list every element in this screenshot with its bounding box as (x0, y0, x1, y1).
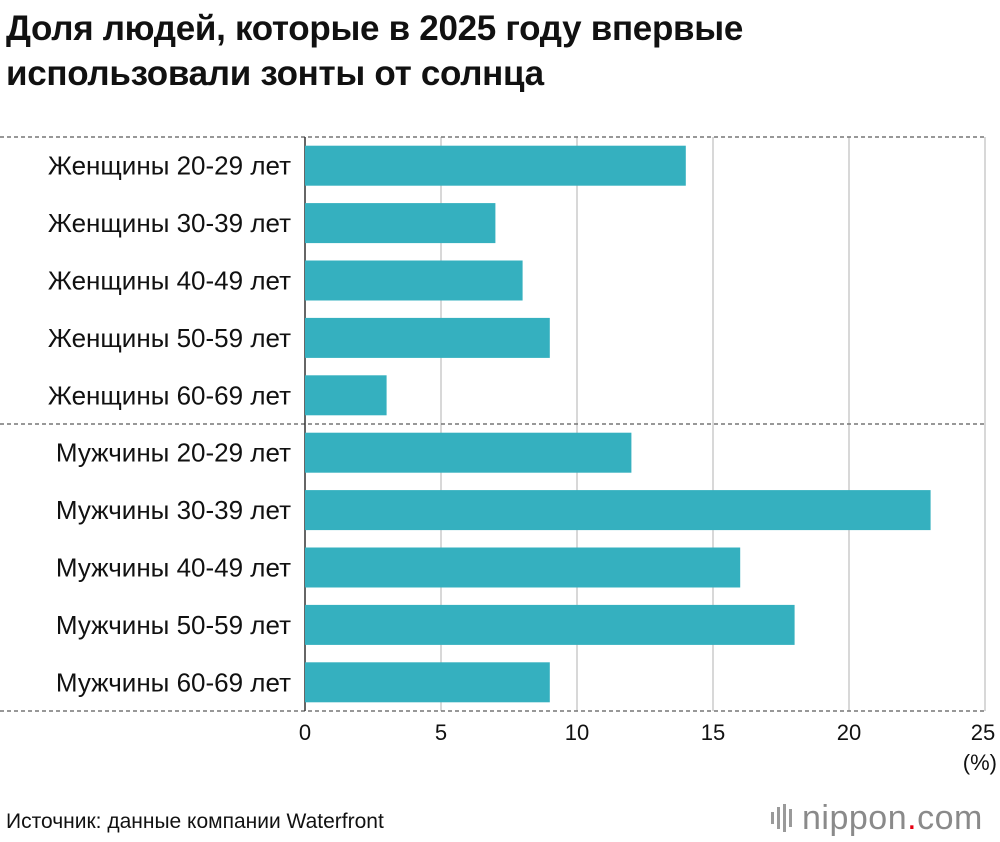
category-label: Женщины 40-49 лет (48, 266, 291, 296)
x-tick-label: 10 (565, 720, 589, 745)
logo-dot: . (907, 798, 918, 837)
bar (305, 203, 496, 244)
x-tick-label: 20 (837, 720, 861, 745)
bar (305, 317, 550, 358)
x-tick-label: 15 (701, 720, 725, 745)
x-tick-label: 0 (299, 720, 311, 745)
category-label: Мужчины 30-39 лет (56, 495, 291, 525)
bar (305, 604, 795, 645)
x-tick-label: 5 (435, 720, 447, 745)
unit-label: (%) (963, 750, 997, 775)
logo-name: nippon (802, 798, 908, 837)
nippon-logo[interactable]: nippon.com (770, 798, 983, 838)
category-label: Мужчины 60-69 лет (56, 667, 291, 697)
category-label: Женщины 20-29 лет (48, 151, 291, 181)
category-label: Женщины 30-39 лет (48, 208, 291, 238)
bar (305, 662, 550, 703)
category-label: Женщины 60-69 лет (48, 380, 291, 410)
nippon-logo-icon (771, 804, 792, 832)
source-note: Источник: данные компании Waterfront (6, 810, 384, 833)
bar (305, 490, 931, 531)
category-label: Мужчины 40-49 лет (56, 553, 291, 583)
logo-tld: com (917, 798, 983, 837)
x-tick-label: 25 (971, 720, 995, 745)
bar (305, 260, 523, 301)
category-label: Мужчины 20-29 лет (56, 438, 291, 468)
bar (305, 547, 741, 588)
bar (305, 145, 686, 186)
category-label: Мужчины 50-59 лет (56, 610, 291, 640)
logo-text: nippon.com (802, 799, 983, 838)
bar (305, 375, 387, 416)
chart-title: Доля людей, которые в 2025 году впервые … (6, 9, 744, 93)
bar (305, 432, 632, 473)
category-label: Женщины 50-59 лет (48, 323, 291, 353)
